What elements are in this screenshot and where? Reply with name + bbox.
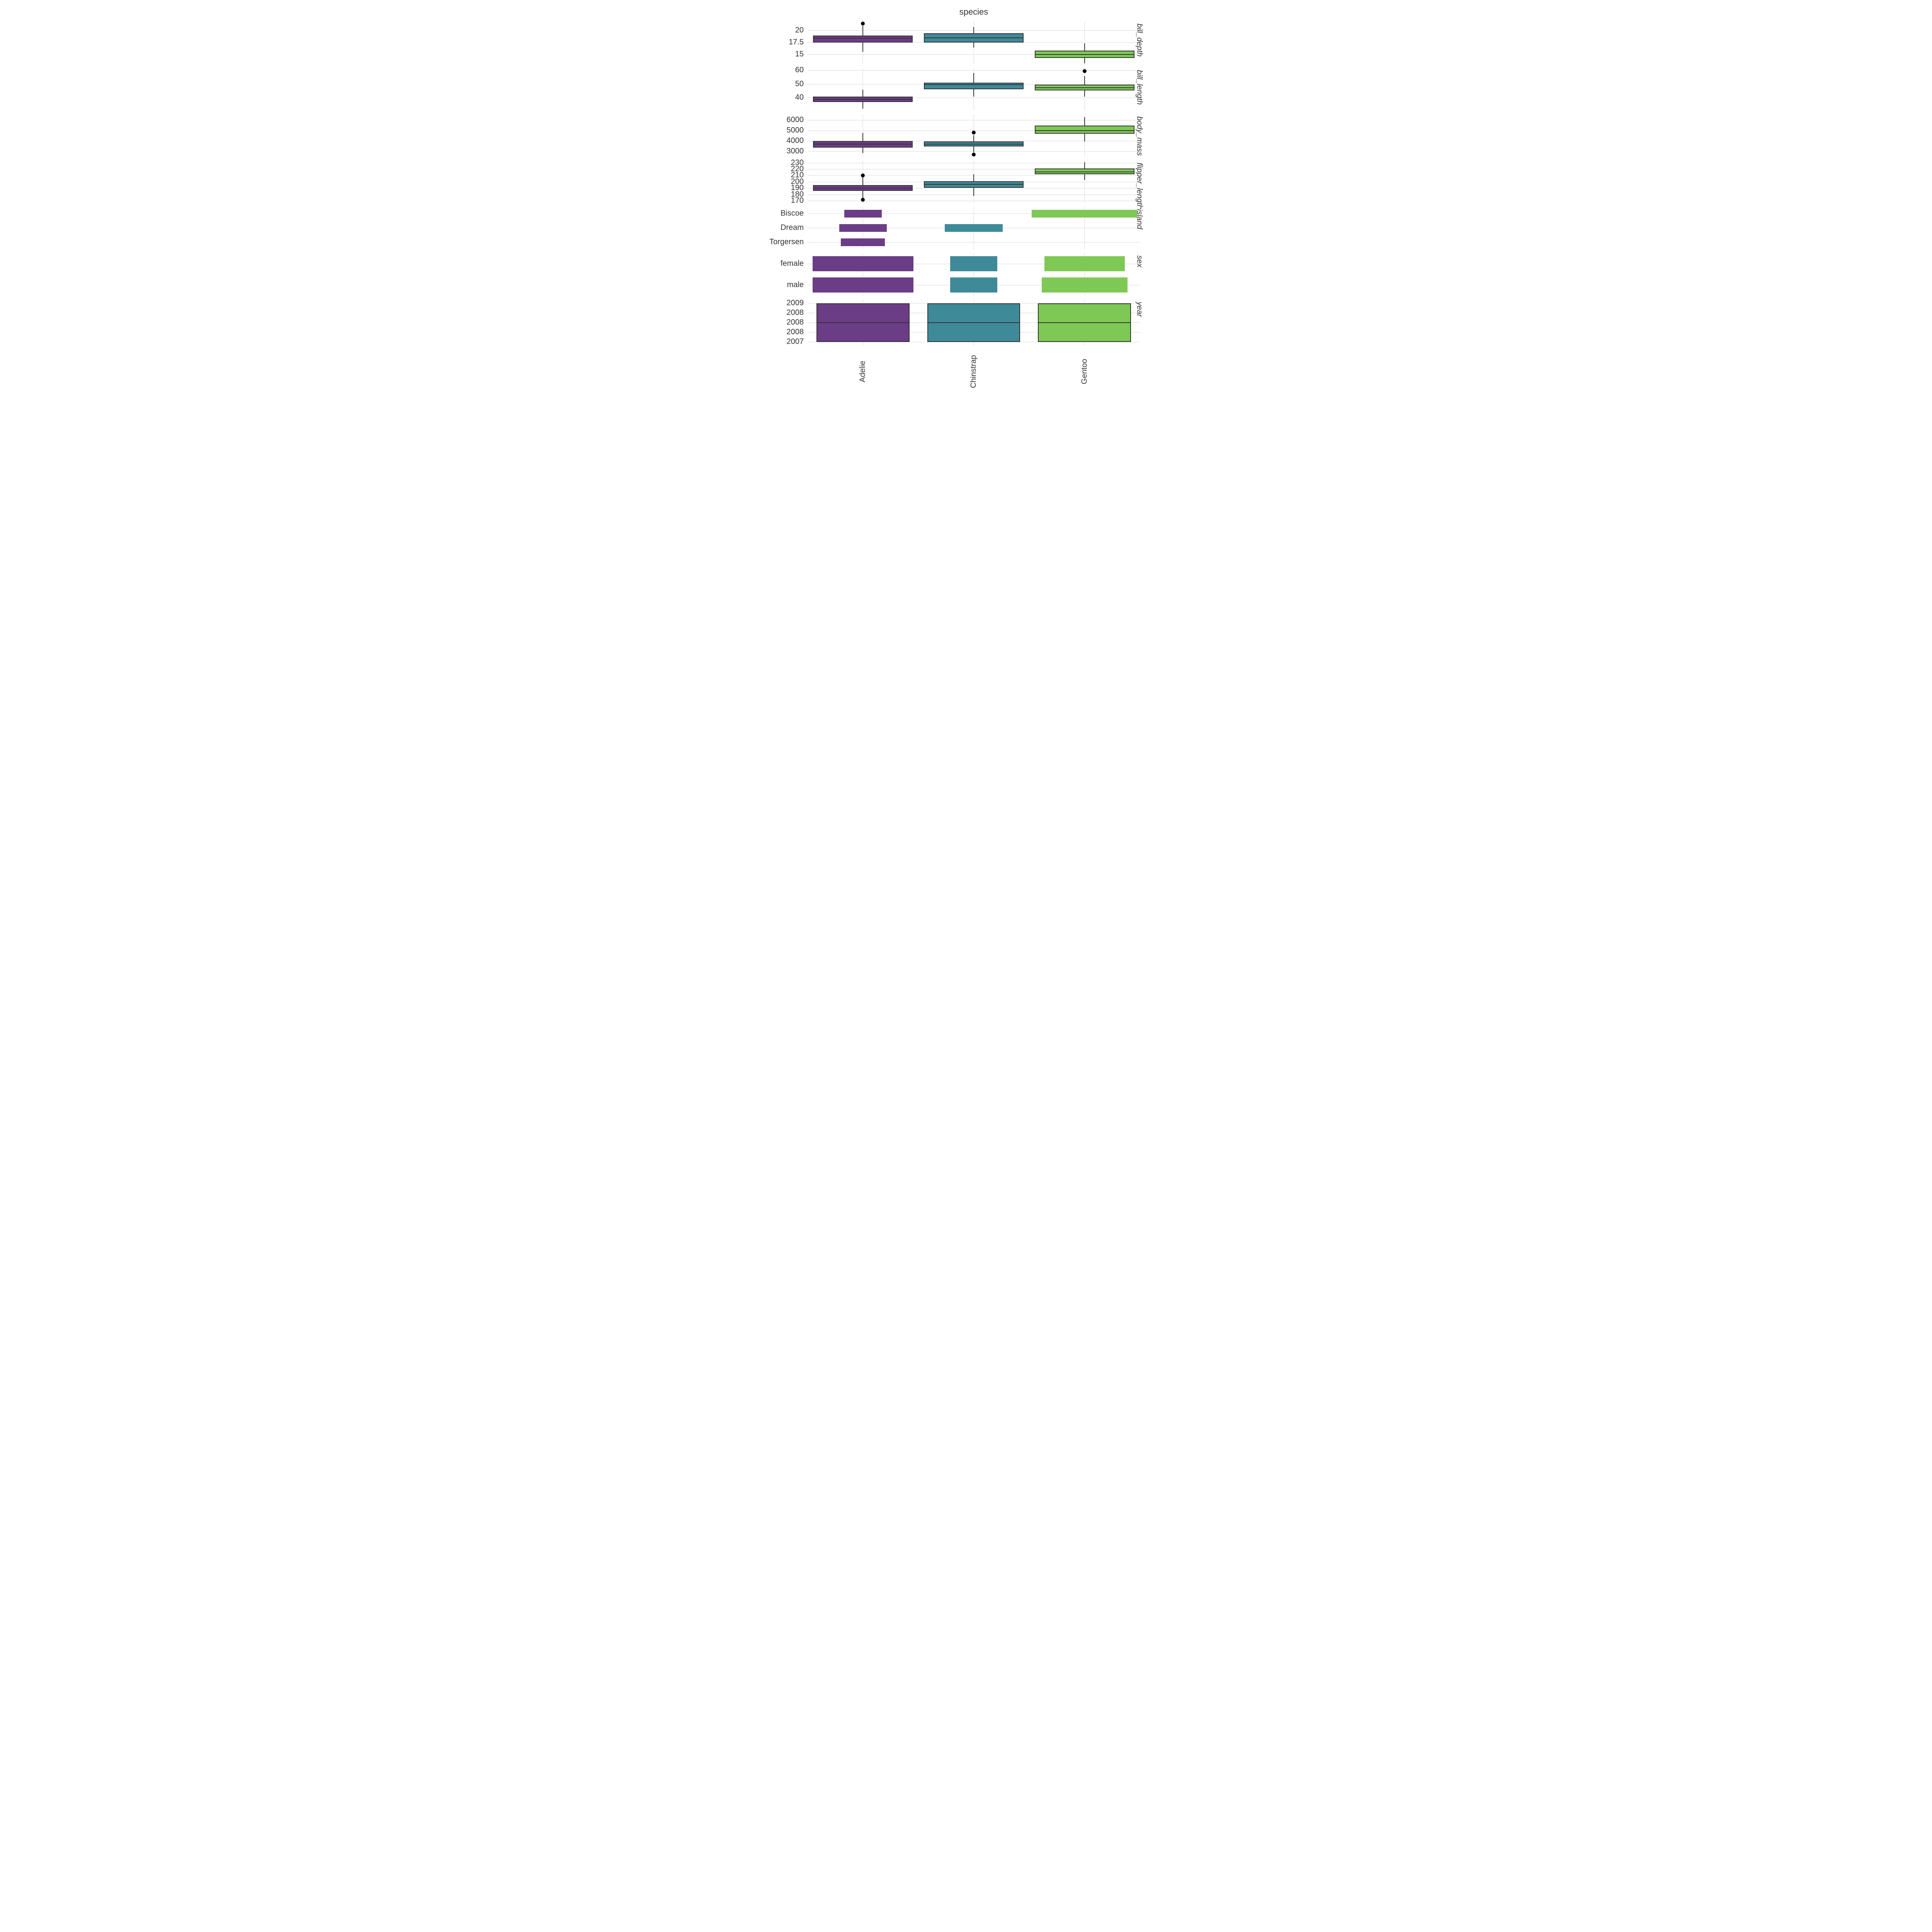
x-axis-label-Gentoo: Gentoo (1080, 352, 1089, 391)
y-tick-label: 2008 (753, 318, 804, 327)
outlier (972, 153, 976, 156)
y-tick-label: Torgersen (753, 238, 804, 247)
facet-panel-island (808, 207, 1140, 249)
yearbox-median-Adelie (816, 322, 910, 323)
facet-label-bill_depth: bill_depth (1135, 24, 1144, 57)
bar-Adelie-Biscoe (844, 210, 882, 218)
y-tick-label: Dream (753, 223, 804, 232)
y-tick-label: 20 (753, 26, 804, 35)
y-tick-label: 5000 (753, 126, 804, 135)
median-Gentoo (1035, 87, 1134, 88)
whisker-upper (862, 177, 863, 185)
y-tick-label: 4000 (753, 136, 804, 145)
y-tick-label: 2007 (753, 337, 804, 346)
whisker-lower (1084, 134, 1085, 141)
whisker-upper (1084, 43, 1085, 50)
whisker-upper (973, 174, 974, 181)
facet-panel-bill_length (808, 68, 1140, 110)
faceted-chart: species bill_depth 15 17.5 20 bill_length 40 50… (753, 0, 1179, 386)
yearbox-median-Gentoo (1038, 322, 1131, 323)
whisker-lower (862, 191, 863, 199)
whisker-lower (1084, 174, 1085, 180)
whisker-lower (1084, 90, 1085, 97)
y-tick-label: 40 (753, 93, 804, 102)
median-Gentoo (1035, 54, 1134, 55)
facet-panel-sex (808, 253, 1140, 296)
whisker-upper (973, 27, 974, 33)
bar-Adelie-Dream (839, 224, 887, 232)
y-tick-label: 2008 (753, 328, 804, 337)
whisker-lower (973, 89, 974, 97)
facet-label-year: year (1135, 302, 1144, 317)
bar-Gentoo-male (1042, 277, 1128, 293)
median-Gentoo (1035, 130, 1134, 131)
outlier (861, 22, 865, 26)
median-Chinstrap (924, 84, 1024, 85)
whisker-lower (862, 148, 863, 153)
median-Adelie (813, 38, 913, 39)
facet-panel-flipper_length (808, 160, 1140, 203)
median-Chinstrap (924, 184, 1024, 185)
y-tick-label: Biscoe (753, 209, 804, 218)
bar-Gentoo-Biscoe (1032, 210, 1137, 218)
y-tick-label: 2009 (753, 299, 804, 308)
bar-Gentoo-female (1044, 256, 1125, 271)
whisker-lower (862, 43, 863, 52)
outlier (1083, 69, 1087, 73)
whisker-upper (1084, 117, 1085, 125)
x-axis-label-Chinstrap: Chinstrap (969, 352, 978, 391)
y-tick-label: 60 (753, 66, 804, 75)
gridline (808, 120, 1140, 121)
y-tick-label: 2008 (753, 308, 804, 317)
median-Adelie (813, 99, 913, 100)
facet-panel-body_mass (808, 114, 1140, 156)
whisker-upper (862, 133, 863, 141)
y-tick-label: 50 (753, 80, 804, 88)
whisker-lower (1084, 58, 1085, 63)
y-tick-label: male (753, 281, 804, 289)
box-Gentoo (1035, 126, 1134, 134)
facet-panel-year (808, 299, 1140, 346)
whisker-lower (862, 102, 863, 109)
whisker-lower (973, 43, 974, 48)
facet-label-sex: sex (1135, 255, 1144, 267)
whisker-upper (1084, 162, 1085, 168)
facet-label-bill_length: bill_length (1135, 70, 1144, 105)
bar-Adelie-Torgersen (841, 238, 885, 246)
facet-label-flipper_length: flipper_length (1135, 163, 1144, 209)
whisker-upper (862, 90, 863, 97)
bar-Chinstrap-male (950, 277, 997, 293)
median-Adelie (813, 144, 913, 145)
bar-Chinstrap-female (950, 256, 997, 271)
median-Chinstrap (924, 37, 1024, 38)
x-axis-label-Adelie: Adelie (859, 352, 867, 391)
y-tick-label: female (753, 259, 804, 268)
gridline (808, 70, 1140, 71)
bar-Chinstrap-Dream (945, 224, 1002, 232)
whisker-upper (1084, 76, 1085, 85)
whisker-upper (973, 135, 974, 141)
bar-Adelie-male (813, 277, 914, 293)
facet-label-island: island (1135, 209, 1144, 229)
y-tick-label: 6000 (753, 116, 804, 124)
outlier (861, 173, 865, 177)
y-tick-label: 15 (753, 50, 804, 59)
median-Chinstrap (924, 144, 1024, 145)
y-tick-label: 17.5 (753, 38, 804, 47)
whisker-upper (973, 73, 974, 82)
outlier (972, 131, 976, 134)
facet-label-body_mass: body_mass (1135, 116, 1144, 156)
yearbox-median-Chinstrap (927, 322, 1020, 323)
chart-title: species (808, 7, 1140, 17)
whisker-lower (973, 188, 974, 196)
box-Adelie (813, 36, 913, 43)
bar-Adelie-female (813, 256, 914, 271)
y-tick-label: 3000 (753, 147, 804, 156)
median-Adelie (813, 188, 913, 189)
whisker-upper (862, 26, 863, 35)
whisker-lower (973, 146, 974, 153)
box-Chinstrap (924, 83, 1024, 89)
y-tick-label: 230 (753, 158, 804, 167)
facet-panel-bill_depth (808, 21, 1140, 64)
